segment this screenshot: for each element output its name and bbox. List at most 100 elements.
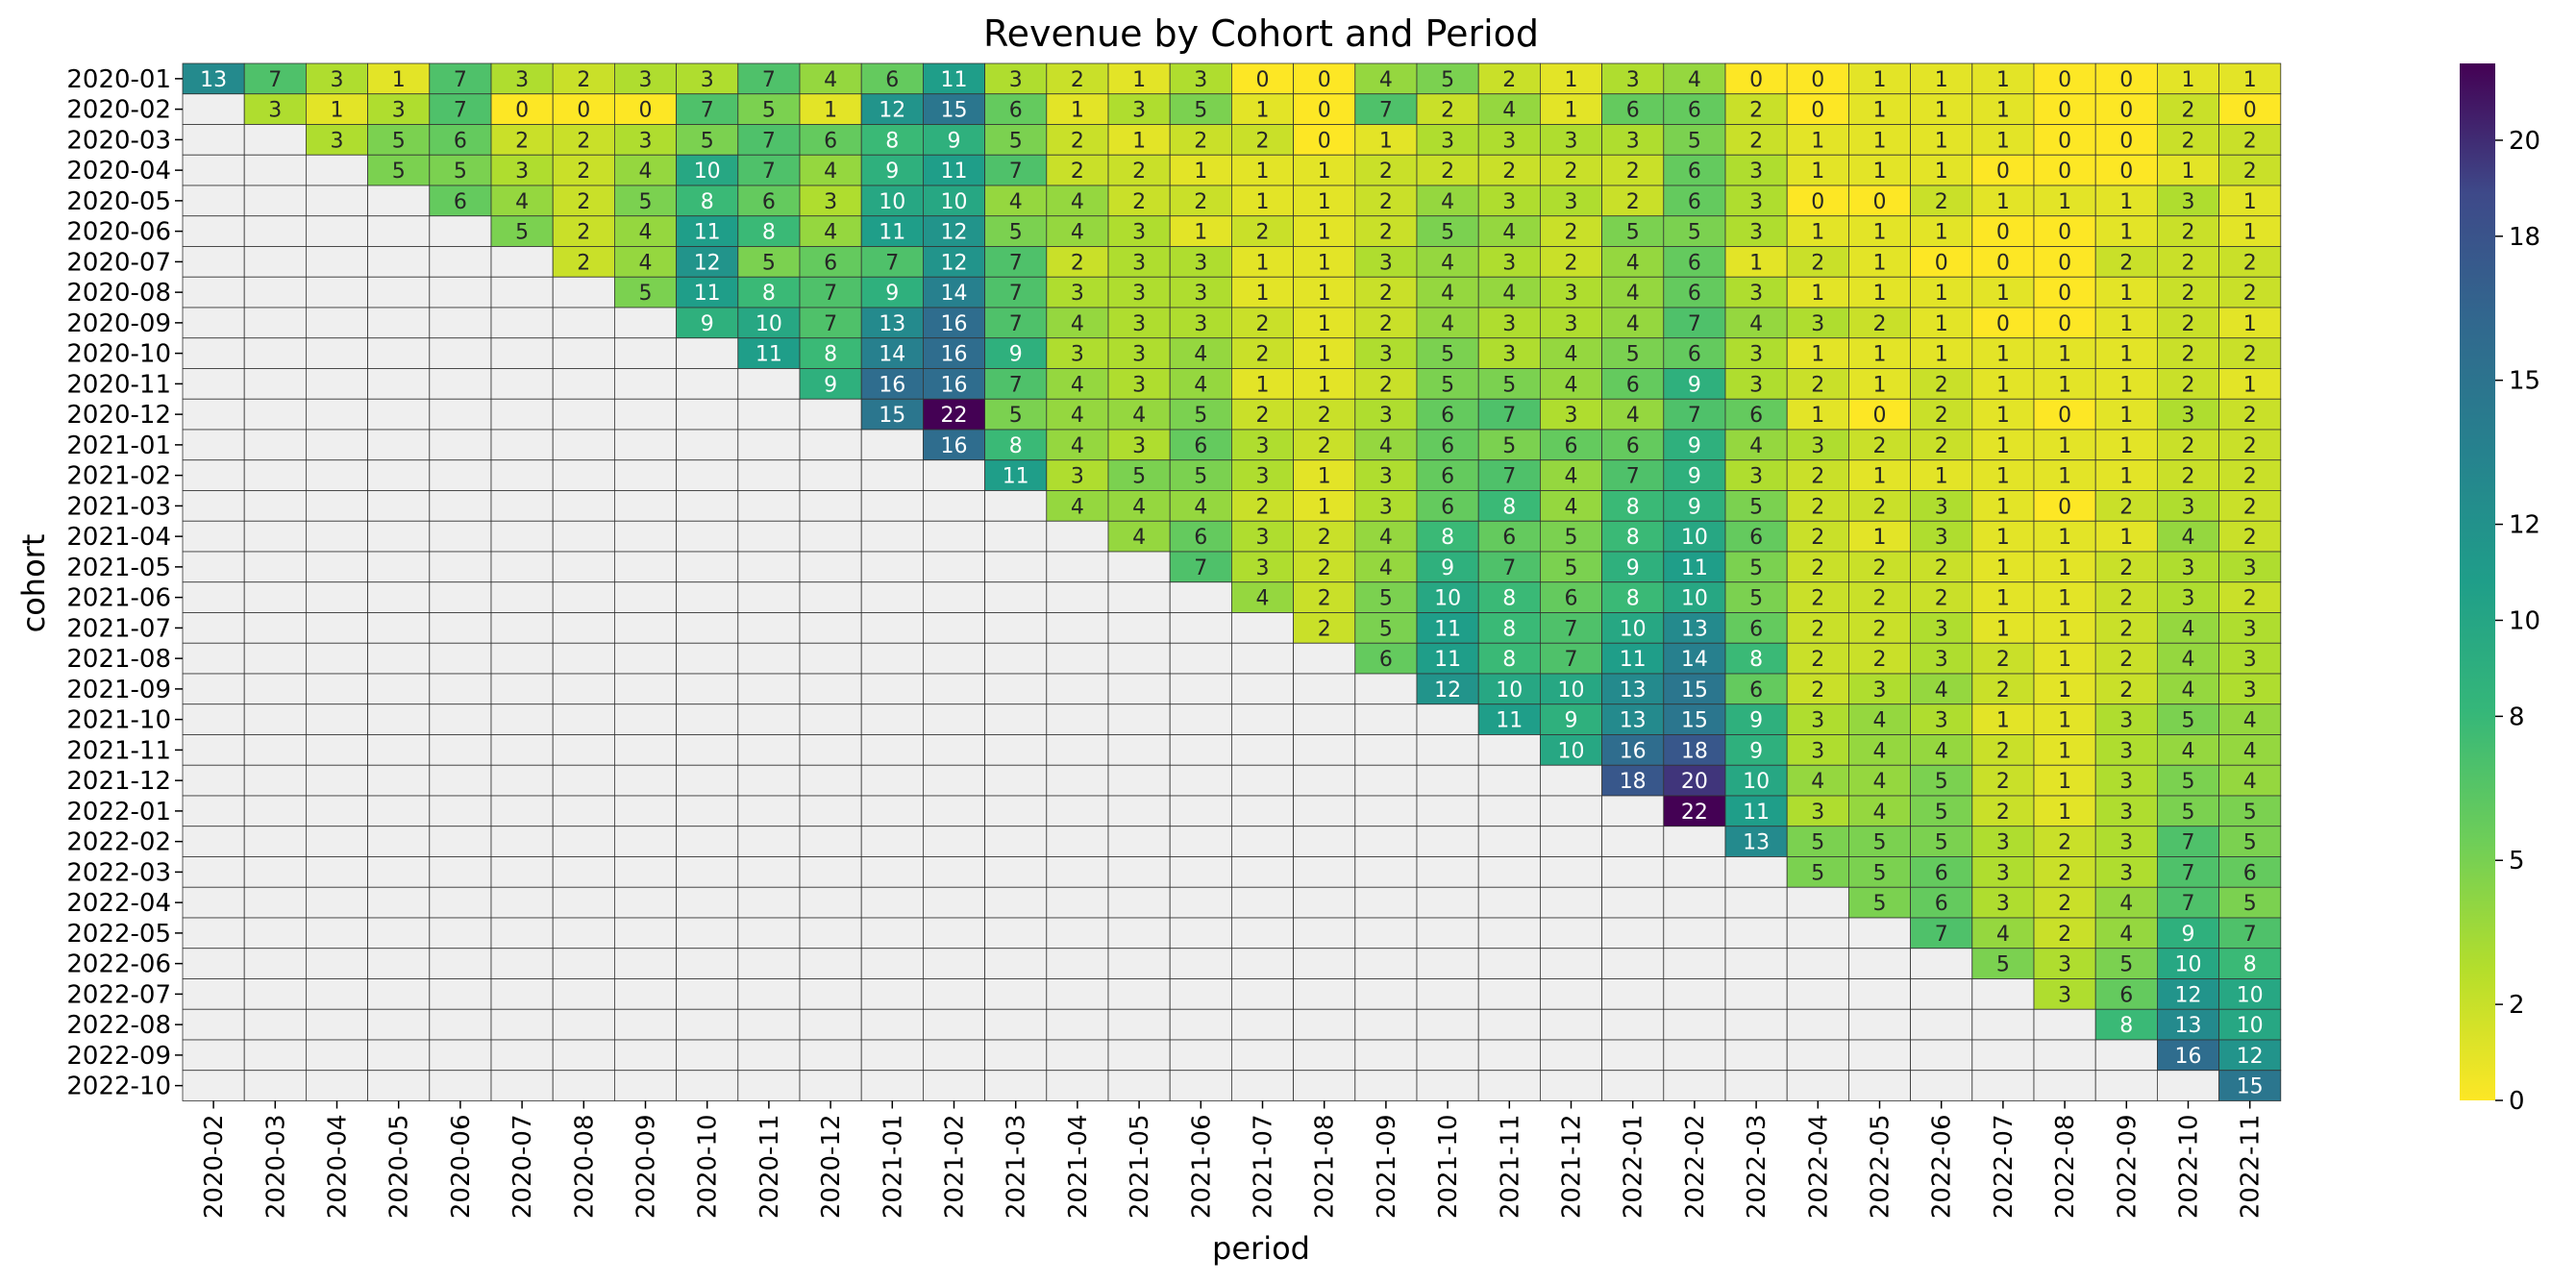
heatmap-cell (552, 1039, 615, 1072)
cell-value-label: 15 (1681, 679, 1708, 703)
heatmap-cell (429, 215, 492, 247)
cell-value-label: 6 (824, 251, 837, 275)
cell-value-label: 6 (2243, 861, 2257, 885)
heatmap-cell (367, 764, 431, 797)
cell-value-label: 5 (1502, 373, 1516, 397)
heatmap-cell (1971, 429, 2035, 461)
heatmap-cell (614, 337, 678, 369)
heatmap-cell (1046, 398, 1109, 431)
heatmap-cell (1663, 154, 1726, 186)
cell-value-label: 0 (1256, 68, 1270, 92)
heatmap-cell (1910, 886, 1973, 919)
heatmap-cell (737, 246, 801, 278)
heatmap-cell (860, 703, 924, 735)
heatmap-cell (923, 124, 986, 156)
cell-value-label: 0 (1873, 404, 1887, 428)
cell-value-label: 1 (2058, 526, 2071, 550)
heatmap-cell (182, 398, 245, 431)
cell-value-label: 3 (1194, 312, 1207, 336)
heatmap-cell (1848, 62, 1912, 95)
heatmap-cell (305, 215, 368, 247)
heatmap-cell (1724, 673, 1788, 705)
heatmap-cell (984, 429, 1048, 461)
y-tick-label: 2022-01 (66, 798, 171, 827)
heatmap-cell (490, 612, 554, 644)
heatmap-cell (552, 948, 615, 979)
heatmap-cell (429, 337, 492, 369)
cell-value-label: 10 (2237, 983, 2264, 1007)
heatmap-cell (243, 917, 307, 950)
heatmap-cell (860, 398, 924, 431)
cell-value-label: 7 (1502, 465, 1516, 489)
cell-value-label: 5 (2119, 953, 2133, 977)
x-tick-label: 2020-02 (200, 1115, 229, 1220)
cell-value-label: 2 (1935, 373, 1948, 397)
heatmap-cell (1169, 429, 1232, 461)
heatmap-cell (1416, 185, 1479, 217)
heatmap-cell (2033, 1008, 2096, 1041)
cell-value-label: 10 (879, 190, 905, 214)
heatmap-cell (305, 276, 368, 308)
cell-value-label: 2 (1502, 68, 1516, 92)
heatmap-cell (2218, 948, 2282, 979)
cell-value-label: 5 (1935, 831, 1948, 855)
heatmap-cell (490, 307, 554, 339)
heatmap-cell (1293, 246, 1356, 278)
heatmap-cell (614, 246, 678, 278)
heatmap-cell (1293, 154, 1356, 186)
heatmap-cell (243, 826, 307, 857)
heatmap-cell (923, 551, 986, 583)
cell-value-label: 1 (1996, 434, 2010, 458)
cell-value-label: 9 (701, 312, 714, 336)
cell-value-label: 1 (2058, 556, 2071, 580)
heatmap-cell (552, 642, 615, 675)
heatmap-cell (676, 948, 739, 979)
heatmap-cell (737, 398, 801, 431)
heatmap-cell (1601, 764, 1665, 797)
heatmap-cell (552, 154, 615, 186)
heatmap-cell (1601, 185, 1665, 217)
y-tick-label: 2022-03 (66, 858, 171, 887)
heatmap-cell (860, 856, 924, 888)
cell-value-label: 1 (1873, 373, 1887, 397)
cell-value-label: 5 (454, 160, 467, 184)
heatmap-cell (984, 886, 1048, 919)
heatmap-cell (552, 917, 615, 950)
heatmap-cell (676, 612, 739, 644)
cell-value-label: 3 (1749, 190, 1763, 214)
heatmap-cell (1663, 1070, 1726, 1101)
heatmap-cell (429, 185, 492, 217)
heatmap-cell (2033, 368, 2096, 400)
heatmap-cell (860, 826, 924, 857)
cell-value-label: 1 (1996, 526, 2010, 550)
cell-value-label: 3 (1935, 495, 1948, 519)
heatmap-cell (860, 581, 924, 613)
cell-value-label: 7 (1009, 251, 1023, 275)
cell-value-label: 1 (1256, 282, 1270, 306)
heatmap-cell (1663, 581, 1726, 613)
cell-value-label: 2 (1996, 648, 2010, 672)
cell-value-label: 2 (2182, 282, 2195, 306)
cell-value-label: 3 (2119, 709, 2133, 733)
heatmap-cell (1971, 459, 2035, 491)
heatmap-cell (2218, 1070, 2282, 1101)
heatmap-cell (1540, 490, 1603, 522)
cell-value-label: 1 (1811, 404, 1824, 428)
cell-value-label: 7 (1009, 312, 1023, 336)
heatmap-cell (1663, 429, 1726, 461)
heatmap-cell (305, 856, 368, 888)
heatmap-cell (799, 856, 862, 888)
cell-value-label: 1 (2182, 68, 2195, 92)
cell-value-label: 10 (1681, 526, 1708, 550)
cell-value-label: 8 (1009, 434, 1023, 458)
heatmap-cell (1724, 551, 1788, 583)
heatmap-cell (1477, 429, 1541, 461)
heatmap-cell (552, 337, 615, 369)
heatmap-cell (367, 215, 431, 247)
cell-value-label: 4 (1071, 434, 1084, 458)
heatmap-cell (1231, 1039, 1295, 1072)
heatmap-cell (243, 398, 307, 431)
cell-value-label: 6 (1688, 190, 1701, 214)
cell-value-label: 7 (1009, 373, 1023, 397)
y-tick-label: 2021-03 (66, 492, 171, 521)
